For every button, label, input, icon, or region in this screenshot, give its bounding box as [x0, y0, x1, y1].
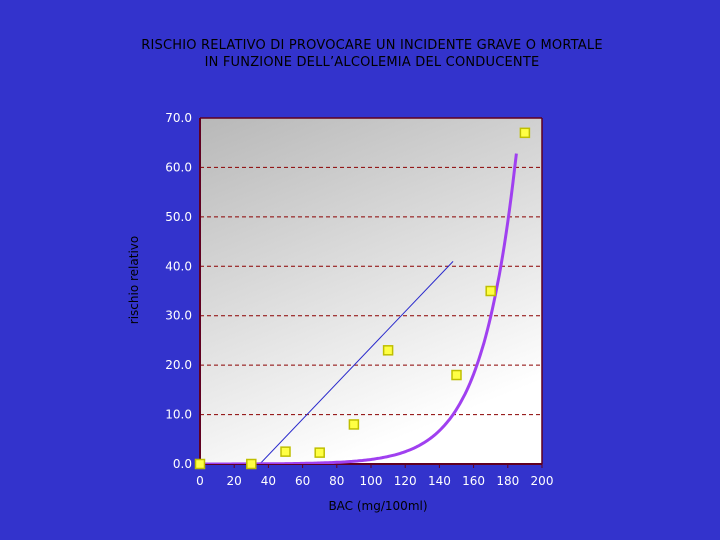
x-axis-ticks: 0 20 40 60 80 100 120 140 160 180 200 [196, 464, 553, 488]
x-tick-label: 60 [295, 474, 310, 488]
y-axis-label: rischio relativo [127, 236, 141, 324]
chart-title: RISCHIO RELATIVO DI PROVOCARE UN INCIDEN… [0, 37, 720, 71]
y-axis-ticks: 0.0 10.0 20.0 30.0 40.0 50.0 60.0 70.0 [165, 111, 192, 471]
x-tick-label: 120 [394, 474, 417, 488]
chart-title-line-2: IN FUNZIONE DELL’ALCOLEMIA DEL CONDUCENT… [204, 55, 540, 70]
plot-area [200, 118, 542, 464]
grid [200, 166, 542, 416]
x-tick-label: 40 [261, 474, 276, 488]
data-point [194, 458, 206, 470]
x-tick-label: 140 [428, 474, 451, 488]
x-tick-label: 180 [496, 474, 519, 488]
data-point [485, 285, 496, 297]
linear-trend-line [259, 260, 454, 464]
data-point [314, 447, 325, 458]
x-axis-label: BAC (mg/100ml) [328, 499, 427, 513]
x-tick-label: 100 [360, 474, 383, 488]
x-tick-label: 0 [196, 474, 204, 488]
data-point [280, 446, 291, 457]
data-point [519, 127, 531, 139]
y-tick-label: 30.0 [165, 309, 192, 323]
x-tick-label: 80 [329, 474, 344, 488]
y-tick-label: 0.0 [173, 457, 192, 471]
data-point [451, 369, 462, 381]
x-tick-label: 20 [227, 474, 242, 488]
data-points [194, 127, 531, 470]
y-tick-label: 70.0 [165, 111, 192, 125]
data-point [382, 345, 394, 356]
x-tick-label: 160 [462, 474, 485, 488]
data-point [348, 419, 360, 430]
y-tick-label: 60.0 [165, 160, 192, 174]
y-tick-label: 10.0 [165, 408, 192, 422]
data-point [246, 458, 257, 470]
y-tick-label: 40.0 [165, 259, 192, 273]
y-tick-label: 20.0 [165, 358, 192, 372]
x-tick-label: 200 [531, 474, 554, 488]
chart-title-line-1: RISCHIO RELATIVO DI PROVOCARE UN INCIDEN… [141, 38, 603, 53]
y-tick-label: 50.0 [165, 210, 192, 224]
